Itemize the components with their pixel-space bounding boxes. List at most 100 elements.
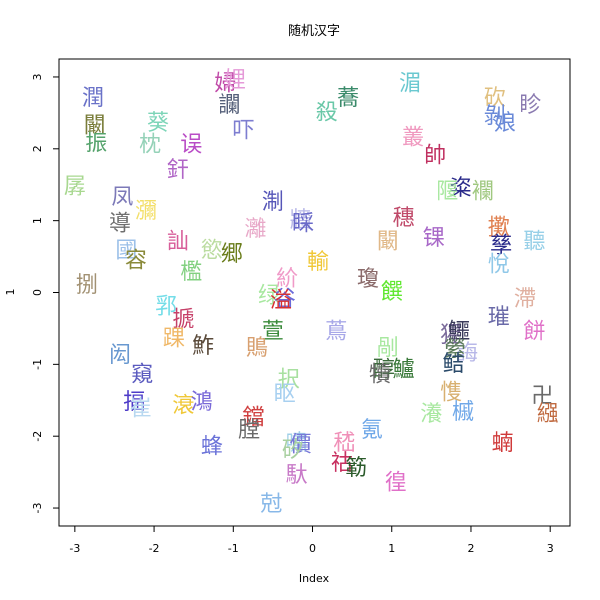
data-point-glyph: 谷 (274, 287, 296, 312)
data-point-glyph: 誨 (456, 341, 478, 366)
data-point-glyph: 醇 (373, 358, 395, 383)
data-point-glyph: 婦 (214, 72, 236, 97)
chart-title: 随机汉字 (288, 24, 340, 39)
data-point-glyph: 聽 (523, 230, 545, 255)
data-point-glyph: 瓊 (357, 267, 379, 292)
data-point-glyph: 襴 (472, 179, 494, 204)
data-point-glyph: 孳 (490, 233, 512, 258)
data-point-glyph: 绿 (258, 284, 280, 309)
data-point-glyph: 郛 (155, 294, 177, 319)
data-point-glyph: 慾 (201, 238, 223, 263)
y-axis: -3 -2 -1 0 1 2 3 (31, 73, 59, 514)
data-point-glyph: 瀰 (135, 199, 157, 224)
data-point-glyph: 娘 (494, 111, 516, 136)
data-point-glyph: 郷 (221, 242, 243, 267)
data-point-glyph: 误 (180, 133, 202, 158)
data-point-glyph: 眕 (519, 93, 541, 118)
data-point-glyph: 粢 (450, 176, 472, 201)
data-point-glyph: 闳 (109, 343, 131, 368)
data-point-glyph: 孱 (64, 174, 86, 199)
data-point-glyph: 訕 (167, 230, 189, 255)
data-point-glyph: 揊 (123, 390, 145, 415)
data-point-glyph: 凤 (111, 185, 133, 210)
data-point-glyph: 饌 (381, 280, 403, 305)
data-point-glyph: 讕 (218, 93, 240, 118)
data-point-glyph: 釬 (167, 158, 189, 183)
data-point-glyph: 矽 (282, 438, 304, 463)
data-point-glyph: 睬 (292, 212, 314, 237)
y-tick-label: 2 (31, 145, 44, 152)
data-point-glyph: 嘯 (286, 431, 308, 456)
x-tick-label: 3 (547, 542, 554, 555)
data-point-glyph: 潤 (82, 86, 104, 111)
data-point-glyph: 滖 (172, 394, 194, 419)
data-point-glyph: 尅 (260, 492, 282, 517)
data-point-glyph: 祜 (331, 451, 353, 476)
data-point-glyph: 鱸 (393, 358, 415, 383)
data-point-glyph: 蔦 (325, 320, 347, 345)
data-point-glyph: 殺 (316, 100, 338, 125)
data-point-glyph: 砍 (484, 86, 506, 111)
data-point-glyph: 犢 (369, 363, 391, 388)
data-point-glyph: 鱷 (448, 320, 470, 345)
x-tick-label: 0 (309, 542, 316, 555)
data-point-glyph: 萱 (262, 320, 284, 345)
data-point-glyph: 搋 (172, 307, 194, 332)
data-point-glyph: 瀁 (420, 402, 442, 427)
data-point-glyph: 蕎 (337, 86, 359, 111)
data-point-glyph: 剮 (377, 336, 399, 361)
data-point-glyph: 鮓 (192, 334, 214, 359)
y-tick-label: 3 (31, 73, 44, 80)
data-point-glyph: 簕 (345, 456, 367, 481)
data-point-glyph: 隁 (436, 179, 458, 204)
data-point-glyph: 湄 (399, 72, 421, 97)
data-point-glyph: 繦 (537, 402, 559, 427)
data-point-glyph: 鵙 (246, 336, 268, 361)
data-point-glyph: 紒 (276, 267, 298, 292)
y-tick-label: -1 (31, 359, 44, 370)
data-point-glyph: 價 (290, 432, 312, 457)
data-point-glyph: 捌 (76, 273, 98, 298)
data-point-glyph: 卍 (531, 384, 553, 409)
y-tick-label: -3 (31, 503, 44, 514)
data-point-glyph: 餅 (523, 320, 545, 345)
data-point-glyph: 娌 (224, 68, 246, 93)
x-axis-label: Index (299, 572, 330, 585)
data-point-glyph: 闞 (377, 230, 399, 255)
data-point-glyph: 灕 (244, 217, 266, 242)
data-point-glyph: 徨 (385, 470, 407, 495)
data-point-glyph: 愯 (440, 381, 462, 406)
data-point-glyph: 帥 (424, 143, 446, 168)
data-point-glyph: 択 (278, 368, 300, 393)
data-point-glyph: 穗 (393, 206, 415, 231)
x-tick-label: 2 (467, 542, 474, 555)
data-point-glyph: 璀 (488, 305, 510, 330)
x-tick-label: -2 (149, 542, 160, 555)
data-point-glyph: 鴻 (191, 390, 213, 415)
data-point-glyph: 踝 (163, 327, 185, 352)
y-tick-label: 1 (31, 217, 44, 224)
data-point-glyph: 輸 (307, 250, 329, 275)
data-point-glyph: 振 (85, 131, 107, 156)
data-point-glyph: 容 (125, 248, 147, 273)
data-point-glyph: 嵇 (333, 431, 355, 456)
data-point-glyph: 淛 (262, 190, 284, 215)
data-point-glyph: 國 (115, 238, 137, 263)
y-tick-label: 0 (31, 289, 44, 296)
data-point-glyph: 悅 (488, 253, 510, 278)
data-point-glyph: 枕 (139, 133, 161, 158)
data-point-glyph: 滯 (514, 287, 536, 312)
data-point-glyph: 鲒 (443, 352, 465, 377)
data-point-glyph: 猩 (440, 323, 462, 348)
data-point-glyph: 剝 (484, 104, 506, 129)
data-point-glyph: 擹 (488, 215, 510, 240)
data-point-glyph: 膛 (238, 418, 260, 443)
data-point-glyph: 槭 (452, 400, 474, 425)
y-axis-label: 1 (4, 289, 17, 296)
data-point-glyph: 闞 (84, 113, 106, 138)
data-point-glyph: 導 (109, 212, 131, 237)
data-point-glyph: 葵 (147, 111, 169, 136)
y-tick-label: -2 (31, 431, 44, 442)
